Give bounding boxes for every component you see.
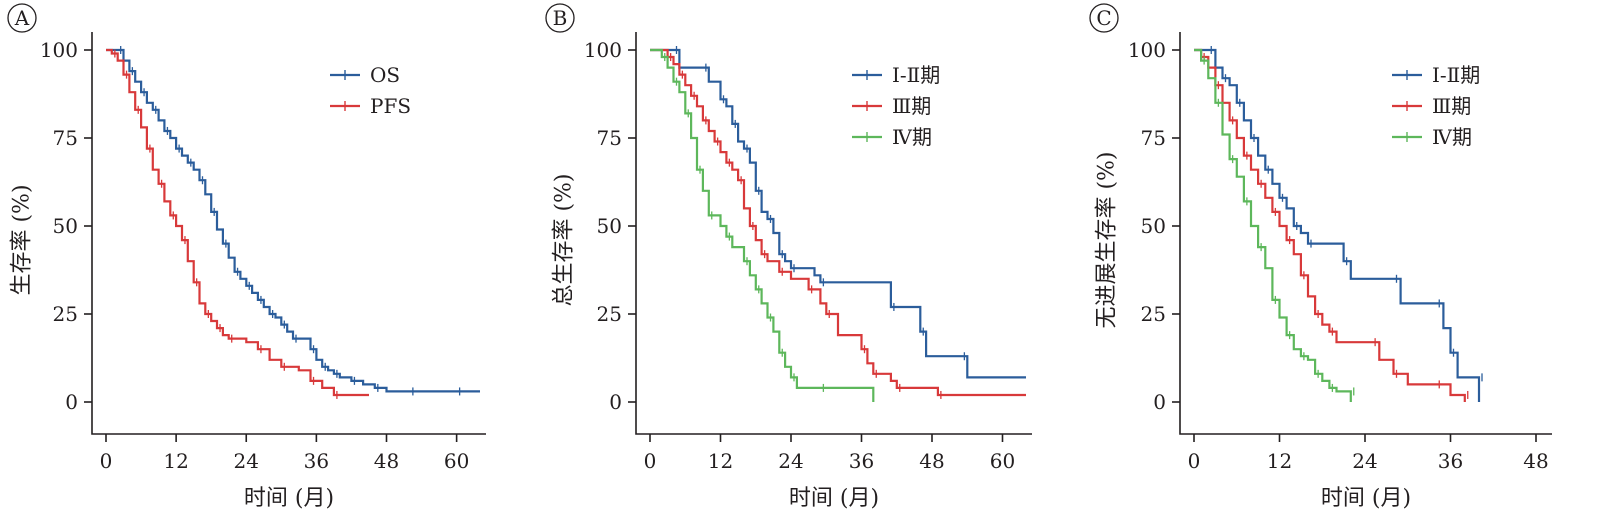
y-tick-label: 100 (584, 38, 622, 62)
series-line-1 (650, 48, 1026, 397)
panel-b: 0 25 50 75 100 0 12 24 36 48 60 时间 (月) 总生存率 (%) B Ⅰ-Ⅱ期… (545, 3, 1032, 511)
series-line-1 (1194, 48, 1466, 402)
x-tick-label: 36 (1438, 449, 1463, 473)
y-tick-label: 75 (53, 126, 78, 150)
x-tick-label: 12 (163, 449, 188, 473)
x-tick-label: 12 (708, 449, 733, 473)
panel-letter: B (553, 6, 568, 30)
legend-label: Ⅳ期 (1432, 125, 1472, 149)
y-tick-label: 0 (65, 390, 78, 414)
x-tick-label: 48 (919, 449, 944, 473)
y-tick-label: 0 (1153, 390, 1166, 414)
x-tick-label: 12 (1267, 449, 1292, 473)
y-tick-label: 100 (40, 38, 78, 62)
y-tick-label: 25 (53, 302, 78, 326)
x-tick-label: 48 (1523, 449, 1548, 473)
panel-letter: A (14, 6, 30, 30)
legend-label: Ⅰ-Ⅱ期 (1432, 63, 1480, 87)
x-axis-title: 时间 (月) (789, 486, 879, 511)
legend-label: Ⅲ期 (892, 94, 931, 118)
x-tick-label: 24 (778, 449, 803, 473)
y-tick-label: 25 (1141, 302, 1166, 326)
legend-label: Ⅳ期 (892, 125, 932, 149)
legend-label: OS (370, 63, 400, 87)
series-line-2 (650, 48, 875, 402)
series-line-0 (106, 48, 480, 393)
y-tick-label: 50 (53, 214, 78, 238)
axes-frame (1179, 32, 1552, 435)
legend-label: PFS (370, 94, 411, 118)
x-axis-title: 时间 (月) (244, 486, 334, 511)
y-axis-title: 无进展生存率 (%) (1095, 151, 1120, 328)
y-tick-label: 25 (597, 302, 622, 326)
panel-letter-circle (1089, 3, 1119, 33)
panel-a: 0 25 50 75 100 0 12 24 36 48 60 时间 (月) 生存率 (%) A OS PFS (7, 3, 486, 511)
y-tick-label: 50 (597, 214, 622, 238)
x-axis-title: 时间 (月) (1321, 486, 1411, 511)
y-axis-title: 总生存率 (%) (552, 173, 577, 306)
x-tick-label: 36 (849, 449, 874, 473)
x-tick-label: 0 (644, 449, 657, 473)
panel-letter-circle (7, 3, 37, 33)
x-tick-label: 36 (304, 449, 329, 473)
series-line-1 (106, 48, 369, 397)
y-tick-label: 100 (1128, 38, 1166, 62)
x-tick-label: 60 (990, 449, 1015, 473)
panel-c: 0 25 50 75 100 0 12 24 36 48 时间 (月) 无进展生存率 (%) C Ⅰ-Ⅱ期… (1089, 3, 1552, 511)
x-tick-label: 60 (444, 449, 469, 473)
series-line-2 (1194, 48, 1352, 402)
legend-label: Ⅰ-Ⅱ期 (892, 63, 940, 87)
x-tick-label: 0 (100, 449, 113, 473)
y-tick-label: 75 (1141, 126, 1166, 150)
x-tick-label: 0 (1188, 449, 1201, 473)
y-tick-label: 0 (609, 390, 622, 414)
x-tick-label: 24 (234, 449, 259, 473)
series-line-0 (650, 48, 1026, 379)
y-tick-label: 50 (1141, 214, 1166, 238)
panel-letter: C (1096, 6, 1111, 30)
axes-frame (635, 32, 1032, 435)
y-axis-title: 生存率 (%) (10, 184, 35, 295)
x-tick-label: 48 (374, 449, 399, 473)
x-tick-label: 24 (1352, 449, 1377, 473)
y-tick-label: 75 (597, 126, 622, 150)
legend-label: Ⅲ期 (1432, 94, 1471, 118)
axes-frame (91, 32, 486, 435)
panel-letter-circle (545, 3, 575, 33)
